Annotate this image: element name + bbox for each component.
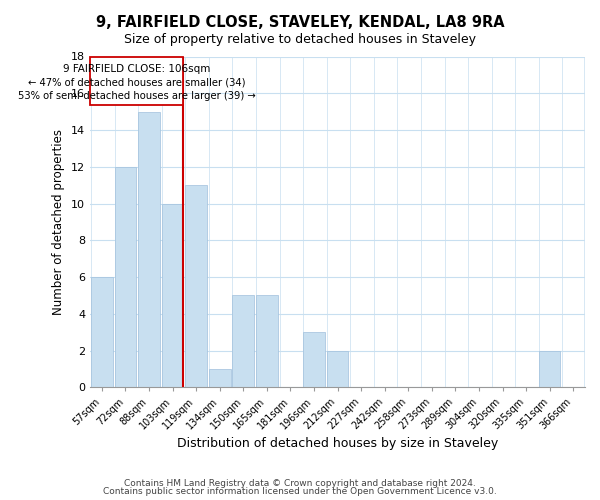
Bar xyxy=(209,369,230,388)
X-axis label: Distribution of detached houses by size in Staveley: Distribution of detached houses by size … xyxy=(177,437,498,450)
Bar xyxy=(326,350,349,388)
Bar xyxy=(303,332,325,388)
Text: Contains public sector information licensed under the Open Government Licence v3: Contains public sector information licen… xyxy=(103,487,497,496)
Text: 53% of semi-detached houses are larger (39) →: 53% of semi-detached houses are larger (… xyxy=(18,92,256,102)
Text: Size of property relative to detached houses in Staveley: Size of property relative to detached ho… xyxy=(124,32,476,46)
Bar xyxy=(91,277,113,388)
Bar xyxy=(115,167,136,388)
FancyBboxPatch shape xyxy=(90,58,184,105)
Bar xyxy=(232,296,254,388)
Text: Contains HM Land Registry data © Crown copyright and database right 2024.: Contains HM Land Registry data © Crown c… xyxy=(124,478,476,488)
Bar xyxy=(185,185,207,388)
Y-axis label: Number of detached properties: Number of detached properties xyxy=(52,129,65,315)
Bar xyxy=(138,112,160,388)
Bar xyxy=(256,296,278,388)
Text: 9, FAIRFIELD CLOSE, STAVELEY, KENDAL, LA8 9RA: 9, FAIRFIELD CLOSE, STAVELEY, KENDAL, LA… xyxy=(95,15,505,30)
Text: 9 FAIRFIELD CLOSE: 106sqm: 9 FAIRFIELD CLOSE: 106sqm xyxy=(63,64,211,74)
Text: ← 47% of detached houses are smaller (34): ← 47% of detached houses are smaller (34… xyxy=(28,78,245,88)
Bar xyxy=(161,204,184,388)
Bar xyxy=(539,350,560,388)
